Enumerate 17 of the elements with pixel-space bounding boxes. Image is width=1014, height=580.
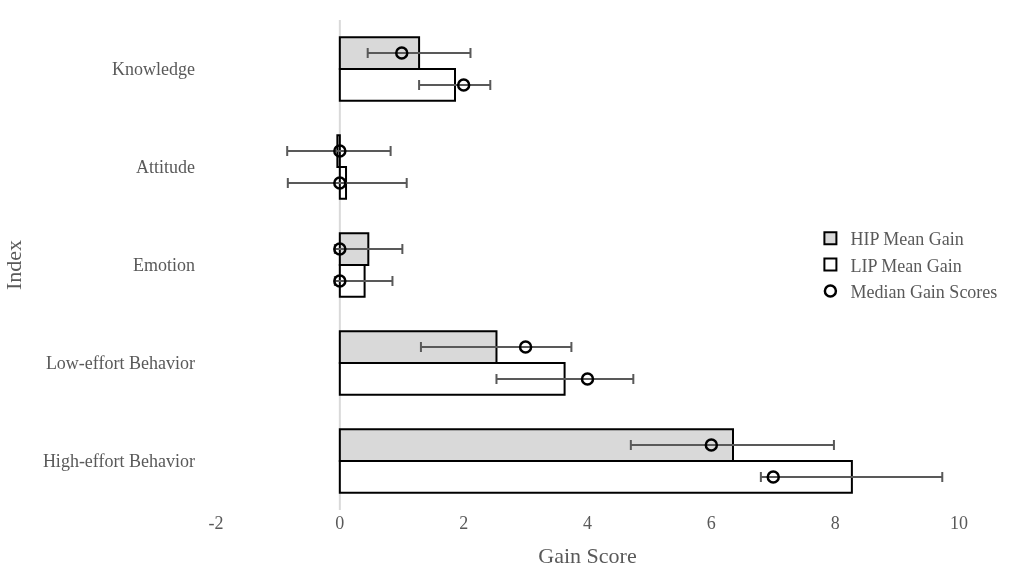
y-axis-title: Index — [0, 239, 26, 291]
x-tick-label: 4 — [583, 513, 592, 533]
x-tick-label: 8 — [830, 513, 840, 533]
y-tick-label: High-effort Behavior — [42, 451, 195, 472]
legend-label: HIP Mean Gain — [850, 229, 964, 250]
y-tick-label: Attitude — [136, 157, 195, 178]
legend-label: LIP Mean Gain — [850, 255, 962, 276]
x-tick-label: 2 — [459, 513, 469, 533]
y-tick-label: Emotion — [133, 255, 195, 276]
legend-label: Median Gain Scores — [850, 282, 998, 303]
x-tick-label: 10 — [950, 513, 968, 533]
y-tick-label: Knowledge — [112, 59, 195, 80]
x-tick-label: -2 — [208, 513, 224, 533]
x-tick-label: 6 — [706, 513, 716, 533]
y-tick-label: Low-effort Behavior — [45, 353, 195, 374]
x-tick-label: 0 — [335, 513, 345, 533]
x-axis-title: Gain Score — [538, 542, 637, 568]
